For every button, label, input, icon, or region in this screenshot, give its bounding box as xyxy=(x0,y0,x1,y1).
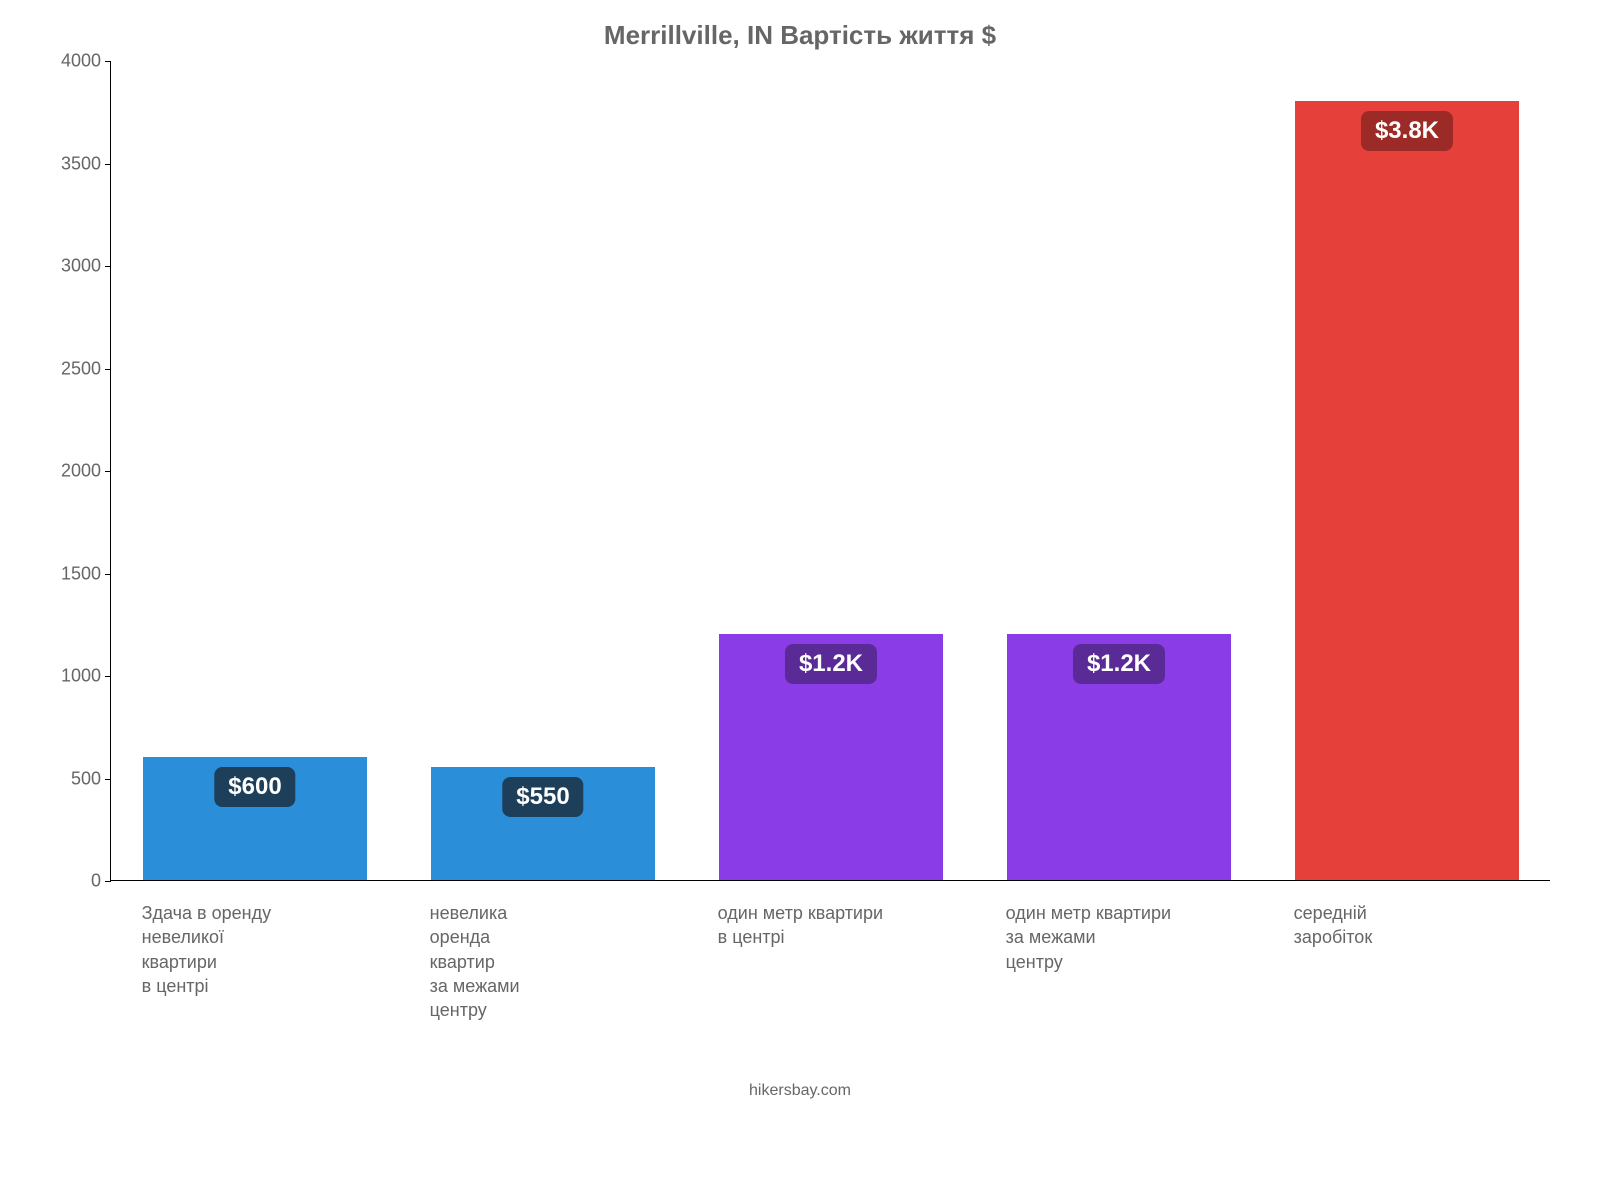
chart-footer: hikersbay.com xyxy=(50,1082,1550,1100)
y-tick: 2000 xyxy=(51,461,101,482)
y-tick-mark xyxy=(105,676,111,677)
x-axis-label: середнійзаробіток xyxy=(1294,901,1519,950)
y-tick-mark xyxy=(105,266,111,267)
x-axis-label: один метр квартирив центрі xyxy=(718,901,943,950)
bar-value-badge: $3.8K xyxy=(1361,111,1453,151)
x-axis-label: один метр квартириза межамицентру xyxy=(1006,901,1231,974)
bar: $1.2K xyxy=(719,634,944,880)
x-axis-label: невеликаорендаквартирза межамицентру xyxy=(430,901,655,1022)
plot-area: 05001000150020002500300035004000$600$550… xyxy=(110,61,1550,881)
y-tick: 3500 xyxy=(51,153,101,174)
chart-container: Merrillville, IN Вартість життя $ 0 500 10… xyxy=(50,20,1550,1100)
y-tick: 1500 xyxy=(51,563,101,584)
y-tick: 0 xyxy=(51,871,101,892)
bar-value-badge: $600 xyxy=(214,767,295,807)
bar: $1.2K xyxy=(1007,634,1232,880)
bar: $550 xyxy=(431,767,656,880)
y-tick-mark xyxy=(105,574,111,575)
x-axis-label: Здача в орендуневеликоїквартирив центрі xyxy=(142,901,367,998)
chart-title: Merrillville, IN Вартість життя $ xyxy=(50,20,1550,51)
bar: $3.8K xyxy=(1295,101,1520,880)
bar: $600 xyxy=(143,757,368,880)
y-tick: 3000 xyxy=(51,256,101,277)
y-tick-mark xyxy=(105,471,111,472)
y-tick-mark xyxy=(105,164,111,165)
y-tick-mark xyxy=(105,369,111,370)
y-tick: 2500 xyxy=(51,358,101,379)
y-tick: 500 xyxy=(51,768,101,789)
bar-value-badge: $550 xyxy=(502,777,583,817)
y-tick-mark xyxy=(105,61,111,62)
x-axis-labels: Здача в орендуневеликоїквартирив центрі н… xyxy=(110,881,1550,1081)
bar-value-badge: $1.2K xyxy=(1073,644,1165,684)
bar-value-badge: $1.2K xyxy=(785,644,877,684)
y-tick: 4000 xyxy=(51,51,101,72)
y-tick: 1000 xyxy=(51,666,101,687)
y-tick-mark xyxy=(105,779,111,780)
